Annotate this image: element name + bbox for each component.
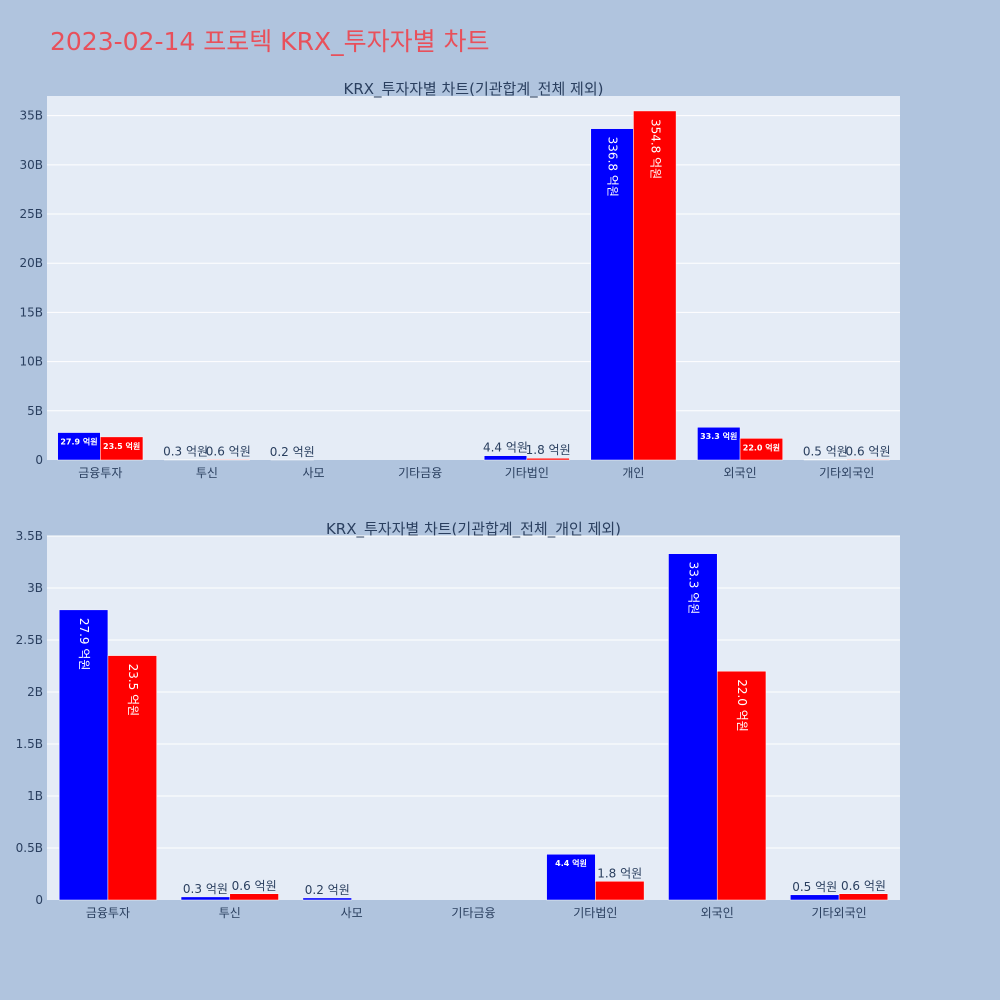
bar-value-label: 33.3 억원 — [686, 562, 700, 615]
bar-chart-bottom: KRX_투자자별 차트(기관합계_전체_개인 제외) 0 0.5B 1B 1.5B 2B 2… — [16, 520, 900, 920]
x-tick-label: 기타외국인 — [819, 466, 874, 480]
bar — [180, 896, 231, 901]
bar — [697, 426, 741, 461]
y-tick-label: 3.5B — [16, 529, 43, 543]
bar-value-label: 23.5 억원 — [103, 441, 140, 451]
y-tick-label: 2.5B — [16, 633, 43, 647]
bar-value-label: 4.4 억원 — [555, 858, 587, 868]
bar-value-label: 0.6 억원 — [232, 879, 277, 893]
y-tick-label: 20B — [19, 256, 43, 270]
bar-chart-top: KRX_투자자별 차트(기관합계_전체 제외) 0 5B 10B 15B 20B 25B 30… — [19, 80, 900, 480]
bar-value-label: 33.3 억원 — [700, 431, 737, 441]
bar — [668, 553, 718, 901]
y-tick-label: 2B — [27, 685, 43, 699]
bar-value-label: 1.8 억원 — [526, 443, 571, 457]
bar-value-label: 0.6 억원 — [206, 444, 251, 458]
x-tick-label: 기타외국인 — [811, 906, 866, 920]
x-tick-label: 기타금융 — [451, 906, 495, 920]
x-tick-label: 외국인 — [724, 466, 757, 480]
y-tick-label: 10B — [19, 355, 43, 369]
bar — [58, 609, 109, 901]
x-tick-label: 기타법인 — [505, 466, 549, 480]
bar-value-label: 1.8 억원 — [597, 866, 642, 880]
plot-area — [47, 96, 900, 460]
bar-value-label: 4.4 억원 — [483, 441, 528, 455]
bar — [838, 893, 889, 901]
bar — [483, 455, 528, 461]
bar — [633, 110, 677, 461]
y-tick-label: 1B — [27, 789, 43, 803]
page-title: 2023-02-14 프로텍 KRX_투자자별 차트 — [50, 27, 490, 56]
x-tick-label: 사모 — [303, 466, 325, 480]
y-tick-label: 30B — [19, 158, 43, 172]
plot-area — [47, 536, 900, 900]
bar-value-label: 22.0 억원 — [743, 442, 780, 452]
bar-value-label: 27.9 억원 — [60, 437, 97, 447]
x-tick-label: 기타법인 — [573, 906, 617, 920]
y-tick-label: 5B — [27, 404, 43, 418]
bar-value-label: 0.3 억원 — [163, 445, 208, 459]
y-tick-label: 25B — [19, 207, 43, 221]
x-tick-label: 투신 — [219, 906, 241, 920]
bar-value-label: 336.8 억원 — [606, 137, 620, 197]
bar-value-label: 22.0 억원 — [735, 679, 749, 732]
bar — [229, 893, 279, 901]
bar-value-label: 27.9 억원 — [77, 618, 91, 671]
bar-value-label: 0.5 억원 — [803, 445, 848, 459]
bar — [846, 459, 890, 461]
bar — [790, 894, 840, 901]
bar-value-label: 354.8 억원 — [648, 119, 662, 179]
chart-title: KRX_투자자별 차트(기관합계_전체_개인 제외) — [326, 520, 621, 539]
bar — [526, 457, 570, 461]
bar-value-label: 0.6 억원 — [841, 879, 886, 893]
x-tick-label: 금융투자 — [86, 906, 130, 920]
bar — [302, 897, 352, 901]
y-tick-label: 0.5B — [16, 841, 43, 855]
x-tick-label: 개인 — [622, 466, 644, 480]
bar — [107, 655, 157, 901]
bar — [595, 881, 645, 901]
bar — [546, 853, 596, 901]
bar-value-label: 0.2 억원 — [270, 445, 315, 459]
x-tick-label: 사모 — [341, 906, 363, 920]
x-tick-label: 기타금융 — [398, 466, 442, 480]
y-tick-label: 0 — [35, 453, 43, 467]
bar — [739, 438, 783, 461]
bar-value-label: 0.3 억원 — [183, 882, 228, 896]
bar-value-label: 0.5 억원 — [792, 880, 837, 894]
chart-title: KRX_투자자별 차트(기관합계_전체 제외) — [344, 80, 604, 99]
bar — [206, 459, 250, 461]
y-tick-label: 15B — [19, 305, 43, 319]
bar-value-label: 0.6 억원 — [846, 444, 891, 458]
x-tick-label: 금융투자 — [78, 466, 122, 480]
y-tick-label: 0 — [35, 893, 43, 907]
x-tick-label: 외국인 — [701, 906, 734, 920]
y-tick-label: 3B — [27, 581, 43, 595]
bar — [57, 432, 101, 461]
x-tick-label: 투신 — [196, 466, 218, 480]
bar — [100, 436, 144, 461]
bar — [716, 670, 767, 901]
bar-value-label: 23.5 억원 — [126, 664, 140, 717]
y-tick-label: 1.5B — [16, 737, 43, 751]
y-tick-label: 35B — [19, 109, 43, 123]
bar — [590, 128, 634, 461]
bar-value-label: 0.2 억원 — [305, 883, 350, 897]
